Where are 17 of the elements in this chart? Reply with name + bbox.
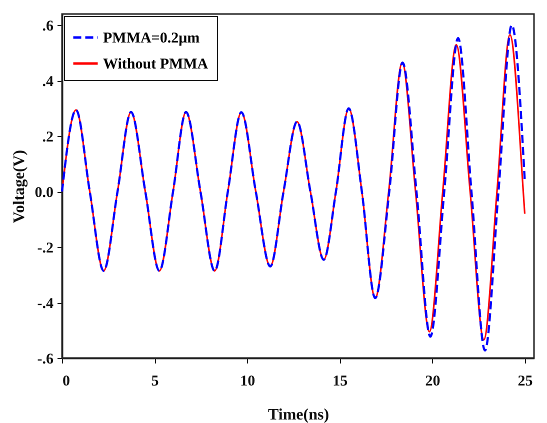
legend-label: Without PMMA — [103, 56, 208, 72]
y-tick-label: .2 — [42, 130, 54, 146]
x-tick-label: 0 — [62, 374, 70, 390]
y-tick-label: 0.0 — [34, 185, 54, 202]
y-tick-label: .4 — [42, 74, 54, 90]
x-tick-label: 20 — [425, 374, 440, 390]
x-tick-label: 5 — [151, 374, 159, 390]
y-axis-title: Voltage(V) — [10, 150, 28, 224]
legend-label: PMMA=0.2μm — [103, 30, 200, 46]
x-tick-label: 10 — [240, 374, 256, 390]
y-tick-label: -.6 — [37, 352, 54, 368]
x-tick-label: 25 — [518, 374, 533, 390]
x-axis-title: Time(ns) — [268, 406, 330, 423]
y-tick-label: -.2 — [37, 240, 54, 257]
y-tick-label: -.4 — [37, 296, 54, 312]
x-tick-label: 15 — [332, 374, 348, 390]
y-tick-label: .6 — [42, 18, 54, 35]
